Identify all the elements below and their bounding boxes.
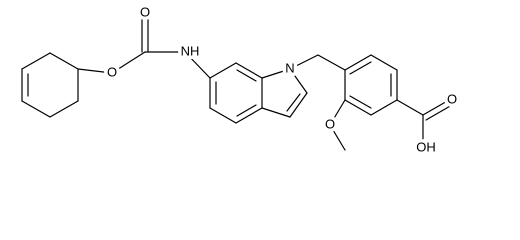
atom-label: NH	[181, 43, 200, 58]
atom-label: N	[285, 60, 294, 75]
page: {"labels": ["O", "O", "NH", "N", "O", "O…	[21, 1, 460, 158]
atom-label: O	[447, 91, 457, 106]
molecule: O O NH N O O OH	[21, 1, 460, 158]
atom-label: O	[325, 116, 335, 131]
atom-label: O	[107, 64, 117, 79]
bonds	[21, 15, 453, 151]
atom-label: O	[140, 4, 150, 19]
atom-labels: O O NH N O O OH	[103, 1, 460, 158]
atom-label: OH	[416, 139, 436, 154]
